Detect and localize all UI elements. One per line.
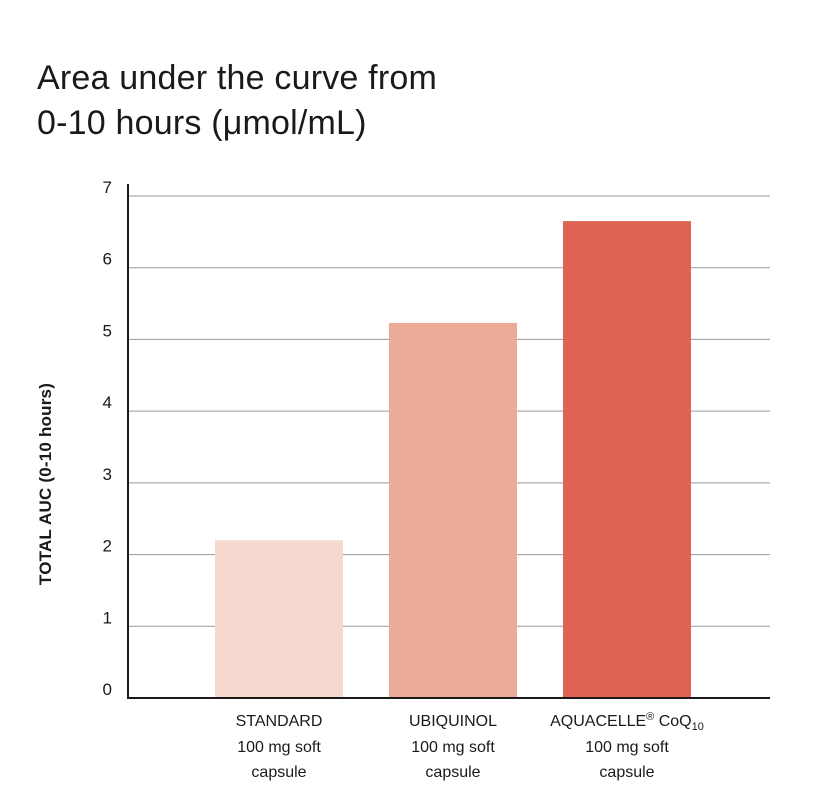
y-tick-label-2: 2: [103, 537, 112, 556]
category-form-standard: capsule: [251, 764, 306, 781]
bar-standard: [215, 540, 343, 698]
category-form-ubiquinol: capsule: [425, 764, 480, 781]
category-labels: STANDARD 100 mg soft capsule UBIQUINOL 100 m…: [236, 711, 704, 781]
category-label-aquacelle: AQUACELLE® CoQ10: [550, 711, 704, 733]
y-tick-label-3: 3: [103, 465, 112, 484]
y-tick-label-6: 6: [103, 250, 112, 269]
category-label-ubiquinol: UBIQUINOL: [409, 713, 497, 730]
category-form-aquacelle: capsule: [599, 764, 654, 781]
y-tick-label-1: 1: [103, 608, 112, 627]
y-tick-label-4: 4: [103, 393, 112, 412]
chart-title: Area under the curve from 0-10 hours (μm…: [37, 56, 437, 146]
category-label-standard: STANDARD: [236, 713, 323, 730]
y-tick-labels: 0 1 2 3 4 5 6 7: [103, 178, 112, 699]
bar-aquacelle: [563, 221, 691, 698]
bar-ubiquinol: [389, 322, 517, 698]
category-detail-aquacelle: 100 mg soft: [585, 739, 669, 756]
category-detail-ubiquinol: 100 mg soft: [411, 739, 495, 756]
y-tick-label-0: 0: [103, 680, 112, 699]
bars: [215, 221, 691, 698]
axes: [127, 184, 770, 699]
chart-title-line-2: 0-10 hours (μmol/mL): [37, 104, 367, 142]
category-detail-standard: 100 mg soft: [237, 739, 321, 756]
y-tick-label-5: 5: [103, 321, 112, 340]
chart-title-line-1: Area under the curve from: [37, 59, 437, 97]
y-tick-label-7: 7: [103, 178, 112, 197]
